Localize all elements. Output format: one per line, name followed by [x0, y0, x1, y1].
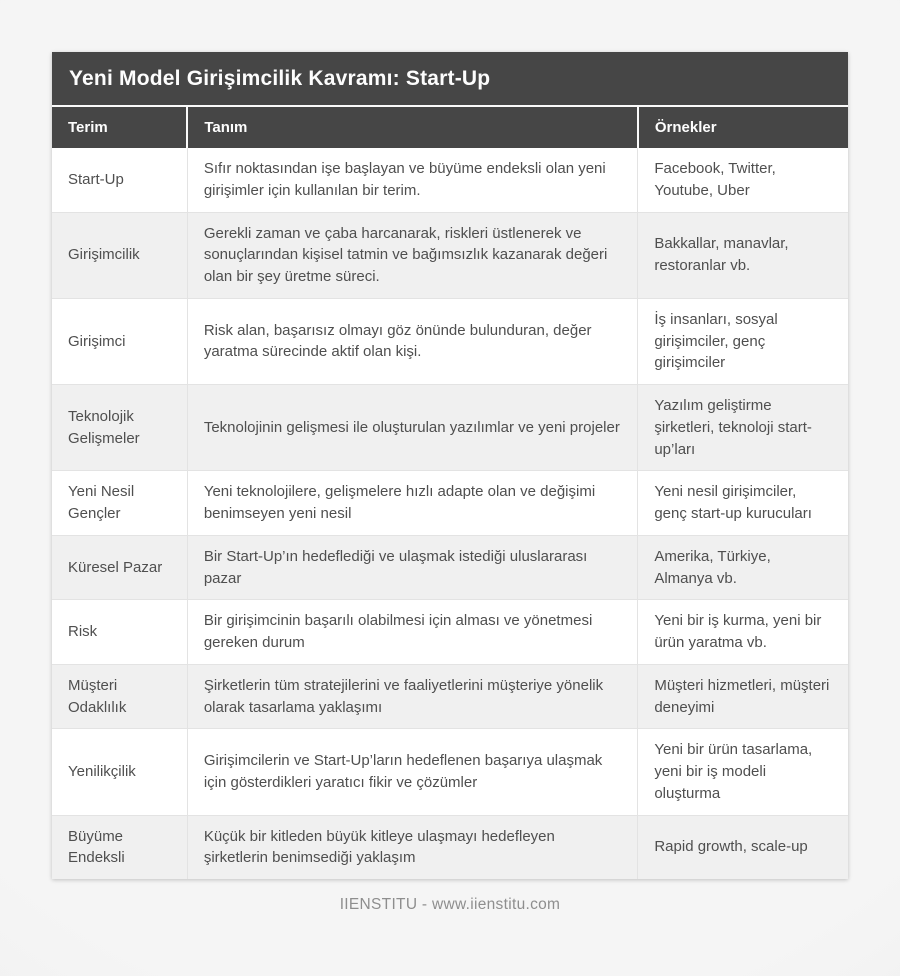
table-row: Start-Up Sıfır noktasından işe başlayan … [52, 148, 848, 212]
glossary-card: Yeni Model Girişimcilik Kavramı: Start-U… [52, 52, 848, 879]
term-cell: Start-Up [68, 170, 124, 188]
table-row: Teknolojik Gelişmeler Teknolojinin geliş… [52, 383, 848, 471]
term-cell: Küresel Pazar [52, 534, 188, 600]
examples-cell: Yeni bir iş kurma, yeni bir ürün yaratma… [637, 599, 848, 665]
examples-cell: Yeni bir ürün tasarlama, yeni bir iş mod… [637, 728, 848, 815]
column-header-term: Terim [52, 105, 188, 148]
definition-cell: Gerekli zaman ve çaba harcanarak, riskle… [186, 211, 638, 299]
table-title-bar: Yeni Model Girişimcilik Kavramı: Start-U… [52, 52, 848, 105]
glossary-table: Terim Tanım Örnekler Start-Up Sıfır nokt… [52, 105, 848, 879]
table-row: Büyüme Endeksli Küçük bir kitleden büyük… [52, 814, 848, 879]
table-row: Yenilikçilik Girişimcilerin ve Start-Up’… [52, 728, 848, 815]
term-cell: Yeni Nesil Gençler [52, 470, 188, 536]
definition-cell: Küçük bir kitleden büyük kitleye ulaşmay… [186, 814, 638, 879]
term-cell: Girişimci [52, 297, 188, 385]
definition-cell: Bir girişimcinin başarılı olabilmesi içi… [186, 599, 638, 665]
definition-cell: Bir Start-Up’ın hedeflediği ve ulaşmak i… [186, 534, 638, 600]
term-cell: Girişimcilik [52, 211, 188, 299]
table-row: Girişimcilik Gerekli zaman ve çaba harca… [52, 211, 848, 299]
table-row: Yeni Nesil Gençler Yeni teknolojilere, g… [52, 470, 848, 536]
term-cell: Teknolojik Gelişmeler [52, 383, 188, 471]
examples-cell: Facebook, Twitter, Youtube, Uber [637, 148, 848, 212]
examples-cell: Bakkallar, manavlar, restoranlar vb. [637, 211, 848, 299]
definition-cell: Teknolojinin gelişmesi ile oluşturulan y… [186, 383, 638, 471]
examples-cell: Müşteri hizmetleri, müşteri deneyimi [637, 663, 848, 729]
table-row: Risk Bir girişimcinin başarılı olabilmes… [52, 599, 848, 665]
page-title: Yeni Model Girişimcilik Kavramı: Start-U… [69, 67, 491, 90]
definition-cell: Risk alan, başarısız olmayı göz önünde b… [186, 297, 638, 385]
term-cell: Müşteri Odaklılık [52, 663, 188, 729]
examples-cell: İş insanları, sosyal girişimciler, genç … [637, 297, 848, 385]
examples-cell: Yazılım geliştirme şirketleri, teknoloji… [637, 383, 848, 471]
column-header-definition: Tanım [186, 105, 638, 148]
definition-cell: Sıfır noktasından işe başlayan ve büyüme… [186, 148, 638, 212]
table-row: Girişimci Risk alan, başarısız olmayı gö… [52, 297, 848, 385]
definition-cell: Girişimcilerin ve Start-Up’ların hedefle… [186, 728, 638, 815]
table-row: Müşteri Odaklılık Şirketlerin tüm strate… [52, 663, 848, 729]
definition-cell: Şirketlerin tüm stratejilerini ve faaliy… [186, 663, 638, 729]
column-header-examples: Örnekler [636, 105, 848, 148]
term-cell: Büyüme Endeksli [52, 814, 188, 879]
table-row: Küresel Pazar Bir Start-Up’ın hedeflediğ… [52, 534, 848, 600]
definition-cell: Yeni teknolojilere, gelişmelere hızlı ad… [186, 470, 638, 536]
header-row: Terim Tanım Örnekler [52, 105, 848, 148]
term-cell: Risk [52, 599, 188, 665]
examples-cell: Amerika, Türkiye, Almanya vb. [637, 534, 848, 600]
examples-cell: Yeni nesil girişimciler, genç start-up k… [637, 470, 848, 536]
examples-cell: Rapid growth, scale-up [637, 814, 848, 879]
term-cell: Yenilikçilik [52, 728, 188, 815]
footer-credit: IIENSTITU - www.iienstitu.com [339, 896, 561, 913]
